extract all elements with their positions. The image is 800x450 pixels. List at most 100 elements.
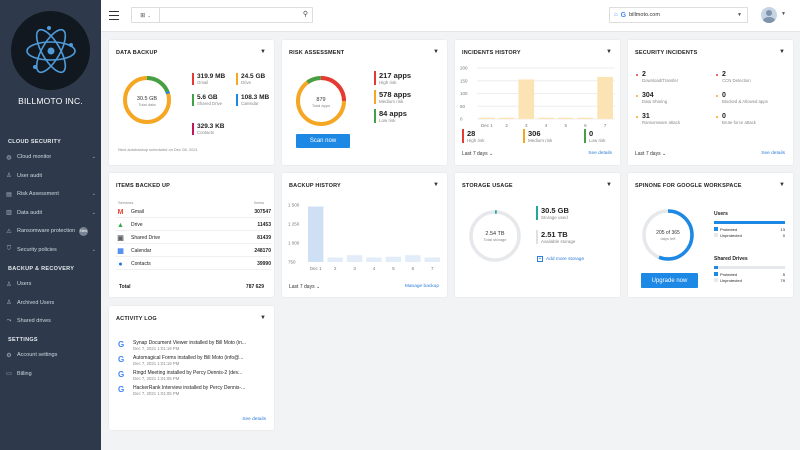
see-details-link[interactable]: See details <box>588 151 612 156</box>
chevron-down-icon[interactable]: ⌄ <box>91 246 96 253</box>
backup-bar[interactable] <box>346 255 363 262</box>
sidebar-item-user-audit[interactable]: ♙ User audit <box>6 169 96 183</box>
activity-text: Automagical Forms installed by Bill Moto… <box>133 355 244 361</box>
period-selector[interactable]: Last 7 days ⌄ <box>462 151 494 157</box>
donut-center-label: days left <box>660 236 676 241</box>
new-badge: New <box>79 226 89 236</box>
security-incident-item: 0 Brute-force attack <box>716 113 756 125</box>
donut-center-label: Total data <box>138 102 156 107</box>
incident-bar[interactable] <box>518 79 535 119</box>
upgrade-now-button[interactable]: Upgrade now <box>641 273 698 288</box>
card-menu-caret-icon[interactable]: ▼ <box>433 49 439 55</box>
x-tick-label: 5 <box>392 266 395 271</box>
legend-label: Low risk <box>379 118 396 123</box>
scan-now-button[interactable]: Scan now <box>296 134 350 148</box>
card-menu-caret-icon[interactable]: ▼ <box>779 49 785 55</box>
google-g-icon: G <box>118 370 125 379</box>
chevron-down-icon[interactable]: ⌄ <box>91 191 96 197</box>
backup-bar[interactable] <box>366 257 382 262</box>
legend-item: 108.3 MB Calendar <box>236 94 278 106</box>
activity-item[interactable]: G Synap Document Viewer installed by Bill… <box>118 340 268 351</box>
incident-bar[interactable] <box>557 117 574 119</box>
security-incident-item: 0 Blocked & Allowed apps <box>716 92 768 104</box>
incident-bar[interactable] <box>479 117 495 119</box>
risk-donut <box>296 76 346 126</box>
x-tick-label: 4 <box>373 266 376 271</box>
search-box[interactable]: ⊞ ⌄ ⚲ <box>131 7 313 23</box>
card-menu-caret-icon[interactable]: ▼ <box>260 315 266 321</box>
sidebar-item-label: Account settings <box>17 352 58 358</box>
backup-bar[interactable] <box>308 206 324 262</box>
domain-selector[interactable]: ⌂ G billmoto.com ▼ <box>609 7 748 23</box>
y-tick-label: 750 <box>288 260 296 265</box>
service-name: Drive <box>131 222 143 228</box>
sidebar-item-account-settings[interactable]: ⚙ Account settings <box>6 348 96 362</box>
card-title: RISK ASSESSMENT <box>289 50 345 56</box>
incident-bar[interactable] <box>498 117 515 119</box>
sidebar-item-cloud-monitor[interactable]: ◍ Cloud monitor ⌄ <box>6 150 96 164</box>
sidebar-item-ransomware-protection[interactable]: ⚠ Ransomware protection New <box>6 224 96 238</box>
card-menu-caret-icon[interactable]: ▼ <box>779 182 785 188</box>
backup-bar[interactable] <box>405 255 421 262</box>
period-selector[interactable]: Last 7 days ⌄ <box>635 151 667 157</box>
service-name: Contacts <box>131 261 151 267</box>
activity-item[interactable]: G Automagical Forms installed by Bill Mot… <box>118 355 268 366</box>
grid-filter-icon[interactable]: ⊞ ⌄ <box>132 8 160 22</box>
incident-bar[interactable] <box>577 117 594 119</box>
status-dot <box>716 95 718 97</box>
see-details-link[interactable]: See details <box>242 417 266 422</box>
autobackup-note: Next autobackup scheduled on Dec 08, 202… <box>118 147 198 152</box>
legend-value: 5.6 GB <box>197 94 218 101</box>
sidebar-item-label: User audit <box>17 172 43 179</box>
sidebar-item-shared-drives[interactable]: ⤳ Shared drives <box>6 314 96 328</box>
data-backup-donut <box>123 76 171 124</box>
shared-drives-title: Shared Drives <box>714 256 748 262</box>
incident-count: 2 <box>722 71 726 78</box>
legend-value: 319.9 MB <box>197 73 226 80</box>
sidebar-item-users[interactable]: ♙ Users <box>6 277 96 291</box>
activity-item[interactable]: G Ringd Meeting installed by Percy Dennis… <box>118 370 268 381</box>
shield-icon: ⛉ <box>6 246 12 252</box>
activity-time: Dec 7, 2021 1:01:19 PM <box>133 361 180 366</box>
card-menu-caret-icon[interactable]: ▼ <box>433 182 439 188</box>
card-menu-caret-icon[interactable]: ▼ <box>260 49 266 55</box>
top-bar: ⊞ ⌄ ⚲ ⌂ G billmoto.com ▼ ▼ <box>101 0 800 32</box>
legend-value: 24.5 GB <box>241 73 266 80</box>
card-title: BACKUP HISTORY <box>289 183 341 189</box>
donut-center-value: 2.54 TB <box>485 231 505 237</box>
sidebar-item-label: Risk Assessment <box>17 191 59 197</box>
chevron-down-icon[interactable]: ⌄ <box>91 209 96 216</box>
sidebar-item-archived-users[interactable]: ♙ Archived Users <box>6 296 96 310</box>
backup-bar[interactable] <box>424 257 440 262</box>
sidebar-item-billing[interactable]: ▭ Billing <box>6 367 96 381</box>
hamburger-menu-icon[interactable] <box>109 11 119 20</box>
sidebar-item-risk-assessment[interactable]: ▤ Risk Assessment ⌄ <box>6 187 96 201</box>
incident-bar[interactable] <box>538 117 554 119</box>
see-details-link[interactable]: See details <box>761 151 785 156</box>
drive-icon: ▲ <box>117 221 124 229</box>
backup-bar[interactable] <box>327 257 343 262</box>
total-value: 787 629 <box>245 284 264 290</box>
card-menu-caret-icon[interactable]: ▼ <box>606 182 612 188</box>
avatar[interactable] <box>761 7 777 23</box>
search-icon[interactable]: ⚲ <box>302 11 308 18</box>
activity-item[interactable]: G HackerRank Interview installed by Percy… <box>118 385 268 396</box>
manage-backup-link[interactable]: Manage backup <box>404 284 439 289</box>
add-more-storage-link[interactable]: + Add more storage <box>537 256 585 262</box>
sidebar-item-label: Data audit <box>17 209 43 216</box>
legend-value: 84 apps <box>379 109 407 118</box>
backup-bar[interactable] <box>385 256 402 262</box>
incident-stat: 28 High risk <box>462 129 485 143</box>
sidebar-item-security-policies[interactable]: ⛉ Security policies ⌄ <box>6 243 96 257</box>
home-icon: ⌂ <box>614 12 618 18</box>
period-selector[interactable]: Last 7 days ⌄ <box>289 284 321 290</box>
chevron-down-icon[interactable]: ⌄ <box>91 154 96 160</box>
google-g-icon: G <box>620 11 627 19</box>
stat-label: High risk <box>467 138 485 143</box>
y-tick-label: 1 250 <box>288 222 300 227</box>
sidebar-item-data-audit[interactable]: ▥ Data audit ⌄ <box>6 206 96 220</box>
avatar-chevron-icon[interactable]: ▼ <box>781 11 786 17</box>
incident-bar[interactable] <box>597 76 613 119</box>
domain-text: billmoto.com <box>629 12 660 18</box>
card-menu-caret-icon[interactable]: ▼ <box>606 49 612 55</box>
